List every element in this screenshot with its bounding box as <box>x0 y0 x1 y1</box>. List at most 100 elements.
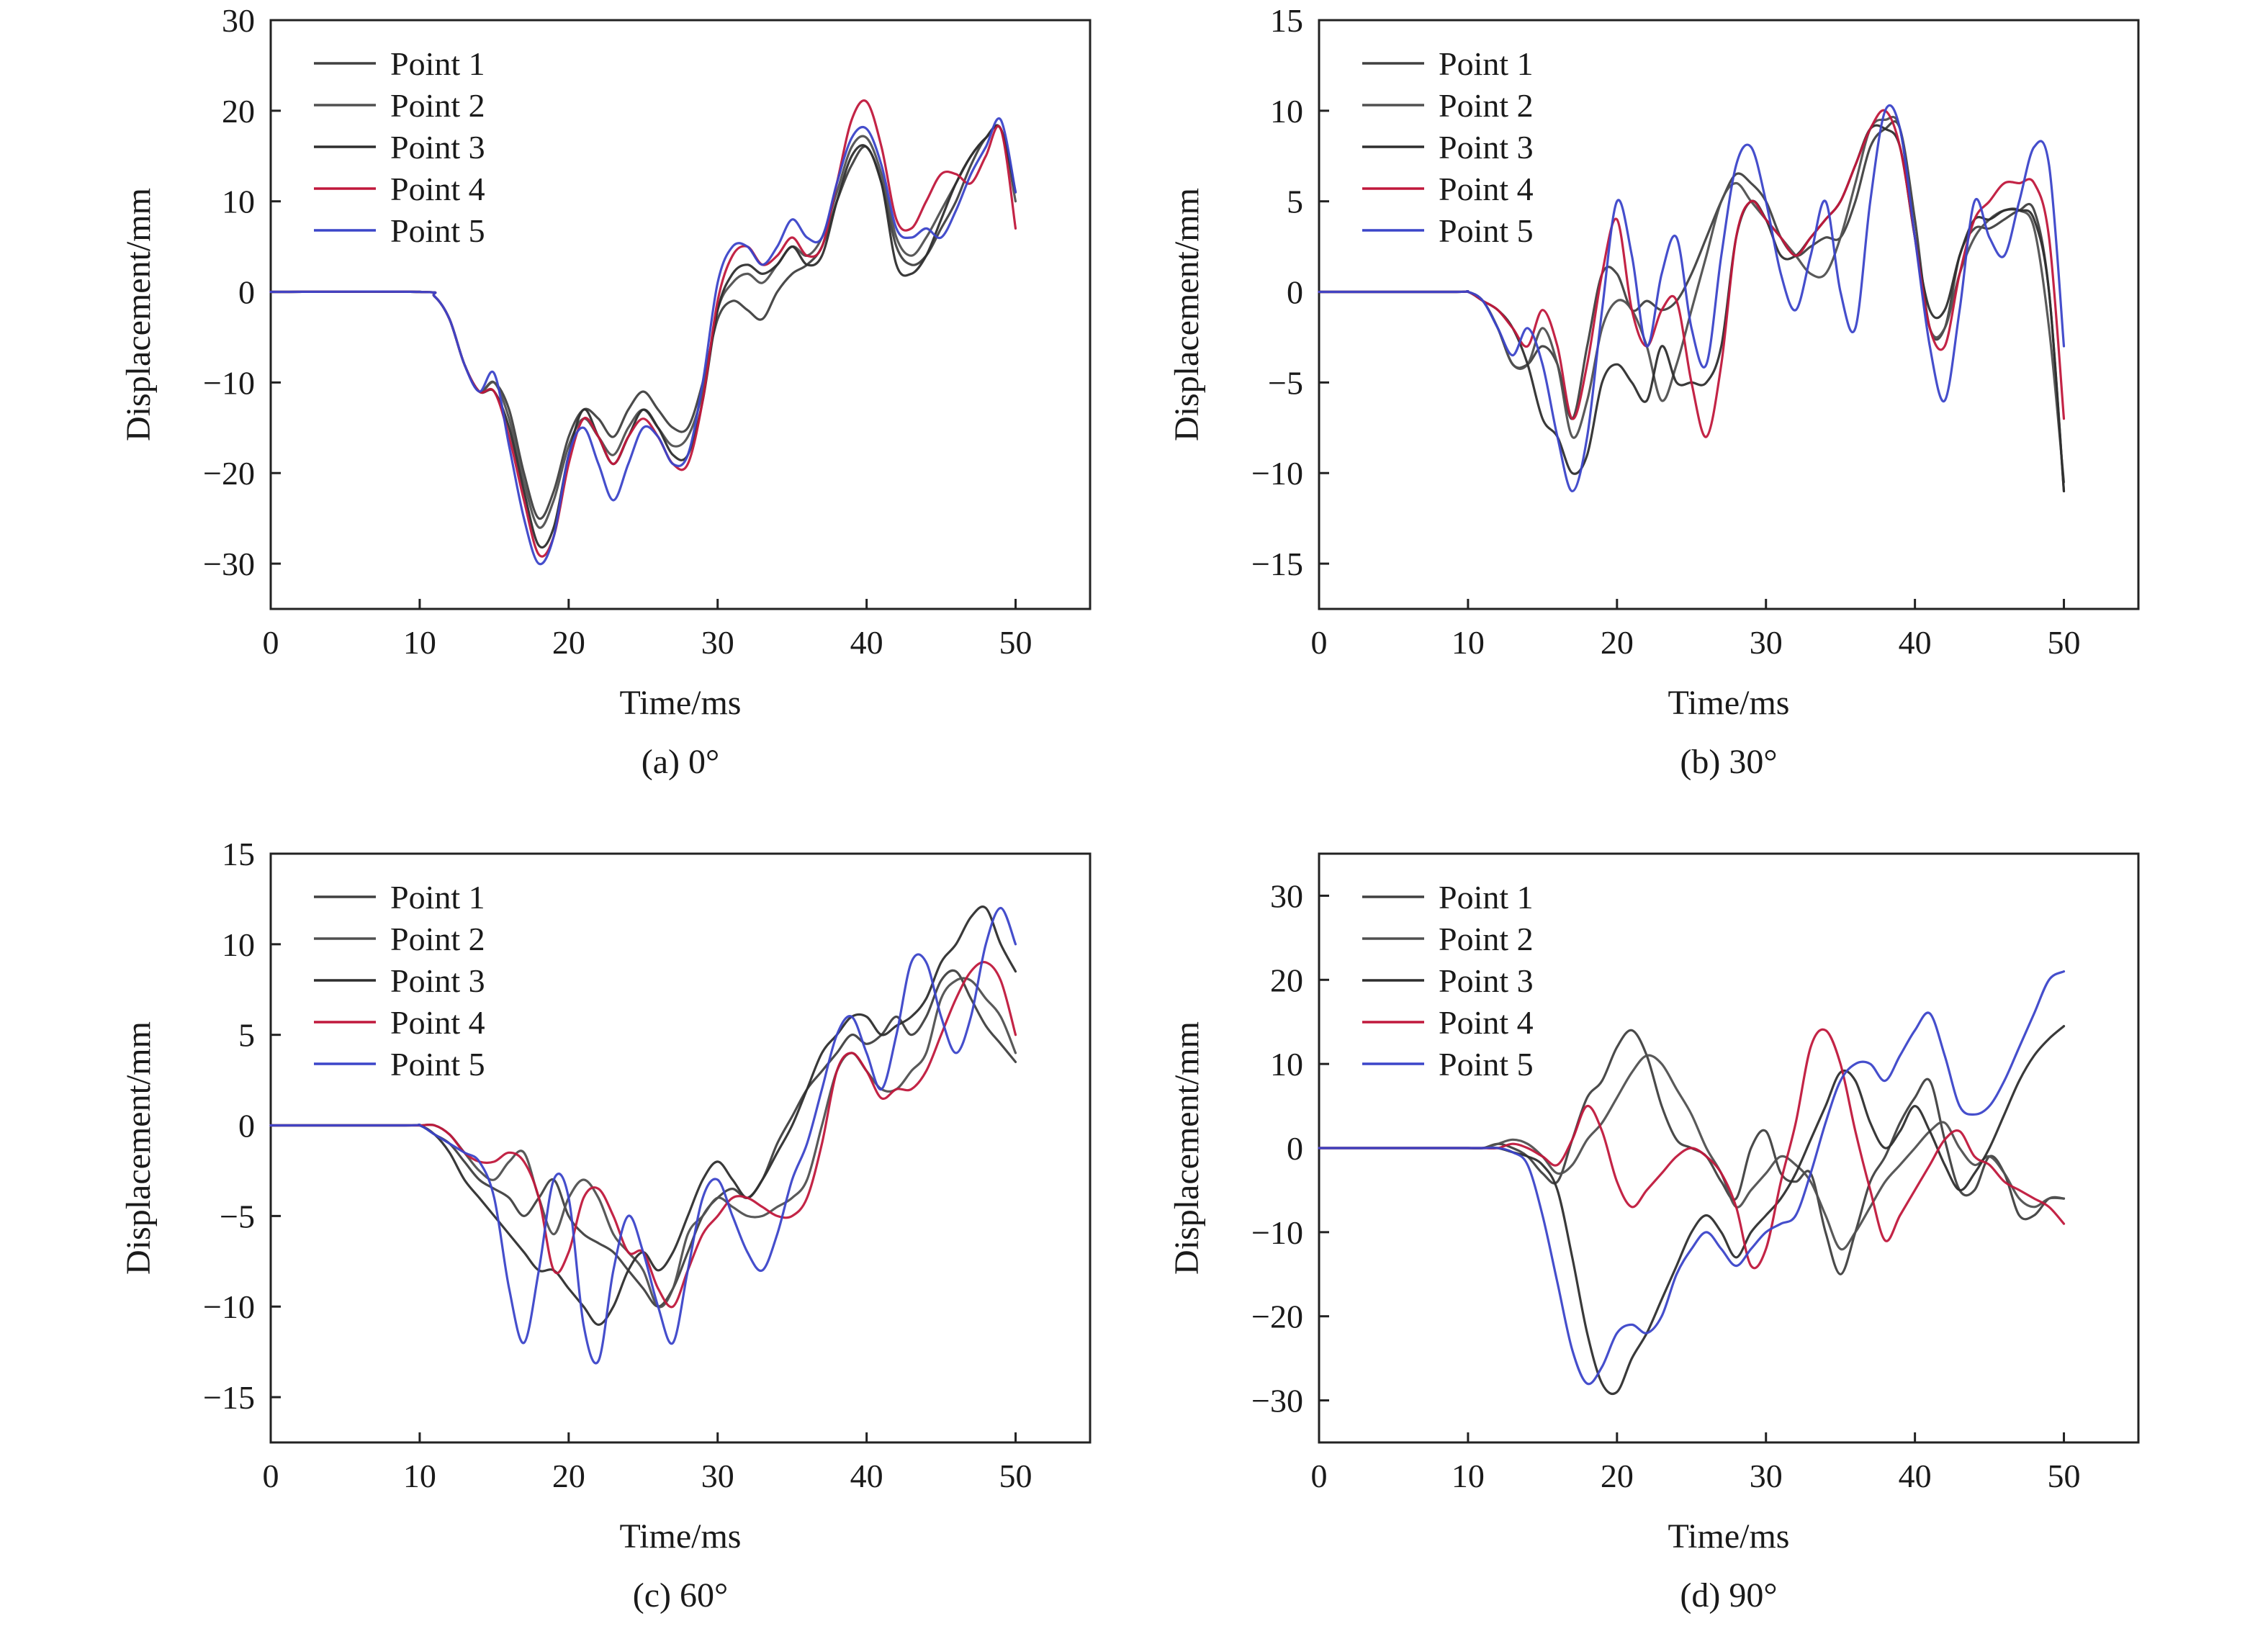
y-tick-label: −10 <box>203 364 255 401</box>
legend-label: Point 1 <box>1439 45 1534 82</box>
y-axis-title: Displacement/mm <box>1168 1021 1206 1275</box>
y-axis-title: Displacement/mm <box>120 1021 158 1275</box>
y-tick-label: −20 <box>203 455 255 492</box>
plot-frame <box>269 19 1092 610</box>
legend-label: Point 5 <box>390 212 485 249</box>
y-tick-label: 0 <box>1287 274 1303 311</box>
plot-frame <box>1318 19 2140 610</box>
y-tick-label: 5 <box>238 1017 255 1054</box>
legend-label: Point 1 <box>390 45 485 82</box>
series-line-3 <box>1318 1025 2066 1396</box>
plot-frame <box>269 852 1092 1444</box>
x-tick-label: 50 <box>999 1458 1032 1494</box>
y-tick-label: 10 <box>1270 1046 1303 1083</box>
y-tick-label: −10 <box>1251 1214 1303 1251</box>
x-tick-label: 50 <box>2048 624 2081 661</box>
y-tick-label: 15 <box>222 836 255 872</box>
y-tick-label: 30 <box>1270 877 1303 914</box>
y-tick-label: 5 <box>1287 184 1303 220</box>
series-line-3 <box>269 125 1017 549</box>
legend-label: Point 2 <box>390 921 485 957</box>
x-tick-label: 30 <box>701 624 734 661</box>
x-axis-title: Time/ms <box>1668 684 1790 722</box>
series-line-1 <box>269 124 1017 520</box>
chart-marks: 0 10 20 30 40 50 −15 −10 −5 0 5 10 15 <box>203 836 1032 1494</box>
x-tick-label: 40 <box>1899 1458 1932 1494</box>
y-tick-label: 15 <box>1270 2 1303 39</box>
legend-label: Point 4 <box>1439 171 1534 207</box>
chart-marks: 0 10 20 30 40 50 −30 −20 −10 0 10 20 30 <box>1251 877 2080 1494</box>
x-tick-label: 10 <box>403 624 436 661</box>
series-line-4 <box>1318 109 2066 438</box>
x-tick-label: 30 <box>1750 624 1783 661</box>
y-tick-label: 20 <box>1270 962 1303 998</box>
y-tick-label: −30 <box>1251 1383 1303 1419</box>
panel-caption: (a) 0° <box>642 743 719 781</box>
series-line-2 <box>269 124 1017 529</box>
y-tick-label: 0 <box>238 274 255 311</box>
x-axis-title: Time/ms <box>620 1517 742 1555</box>
legend-label: Point 1 <box>390 879 485 916</box>
x-tick-label: 50 <box>999 624 1032 661</box>
y-tick-label: −30 <box>203 546 255 582</box>
x-axis-title: Time/ms <box>1668 1517 1790 1555</box>
legend: Point 1 Point 2 Point 3 Point 4 Point 5 <box>1362 45 1534 249</box>
x-tick-label: 20 <box>1601 1458 1634 1494</box>
series-line-2 <box>1318 1054 2066 1251</box>
y-tick-label: 10 <box>222 926 255 963</box>
legend-label: Point 3 <box>1439 129 1534 166</box>
panel-b: 0 10 20 30 40 50 −15 −10 −5 0 5 10 15 Point 1 Point 2… <box>1168 2 2140 781</box>
y-tick-label: −15 <box>203 1379 255 1416</box>
series-line-3 <box>269 905 1017 1326</box>
y-tick-label: 30 <box>222 2 255 39</box>
y-tick-label: −20 <box>1251 1298 1303 1335</box>
legend-label: Point 5 <box>1439 212 1534 249</box>
x-tick-label: 0 <box>1311 624 1328 661</box>
y-tick-label: 10 <box>1270 93 1303 130</box>
x-tick-label: 40 <box>1899 624 1932 661</box>
series-line-1 <box>1318 1029 2066 1275</box>
x-axis-title: Time/ms <box>620 684 742 722</box>
y-tick-label: −5 <box>1268 364 1303 401</box>
x-tick-label: 50 <box>2048 1458 2081 1494</box>
x-tick-label: 0 <box>1311 1458 1328 1494</box>
x-tick-label: 0 <box>263 624 279 661</box>
x-tick-label: 30 <box>1750 1458 1783 1494</box>
y-tick-label: 0 <box>1287 1130 1303 1167</box>
x-tick-label: 20 <box>552 624 585 661</box>
legend-label: Point 4 <box>390 171 485 207</box>
legend-label: Point 3 <box>390 129 485 166</box>
series-line-5 <box>269 906 1017 1365</box>
y-tick-label: 10 <box>222 184 255 220</box>
series-line-4 <box>269 99 1017 558</box>
series-line-4 <box>269 961 1017 1309</box>
x-tick-label: 20 <box>552 1458 585 1494</box>
series-line-5 <box>269 117 1017 566</box>
y-axis-title: Displacement/mm <box>120 188 158 441</box>
y-tick-label: −15 <box>1251 546 1303 582</box>
y-tick-label: −5 <box>220 1198 255 1234</box>
chart-marks: 0 10 20 30 40 50 −15 −10 −5 0 5 10 15 <box>1251 2 2080 661</box>
x-tick-label: 10 <box>1452 624 1485 661</box>
y-tick-label: −10 <box>1251 455 1303 492</box>
chart-marks: 0 10 20 30 40 50 −30 −20 −10 0 10 20 30 <box>203 2 1032 661</box>
y-tick-label: 0 <box>238 1108 255 1144</box>
series-line-2 <box>1318 115 2066 484</box>
x-tick-label: 20 <box>1601 624 1634 661</box>
y-tick-label: −10 <box>203 1288 255 1325</box>
x-tick-label: 10 <box>1452 1458 1485 1494</box>
y-axis-title: Displacement/mm <box>1168 188 1206 441</box>
panel-c: 0 10 20 30 40 50 −15 −10 −5 0 5 10 15 Point 1 Point 2… <box>120 836 1092 1614</box>
x-tick-label: 10 <box>403 1458 436 1494</box>
x-tick-label: 0 <box>263 1458 279 1494</box>
legend: Point 1 Point 2 Point 3 Point 4 Point 5 <box>314 879 485 1083</box>
legend-label: Point 5 <box>390 1046 485 1083</box>
y-tick-label: 20 <box>222 93 255 130</box>
legend-label: Point 4 <box>390 1004 485 1041</box>
series-line-5 <box>1318 104 2066 492</box>
series-line-5 <box>1318 970 2066 1386</box>
panel-caption: (c) 60° <box>633 1576 728 1614</box>
